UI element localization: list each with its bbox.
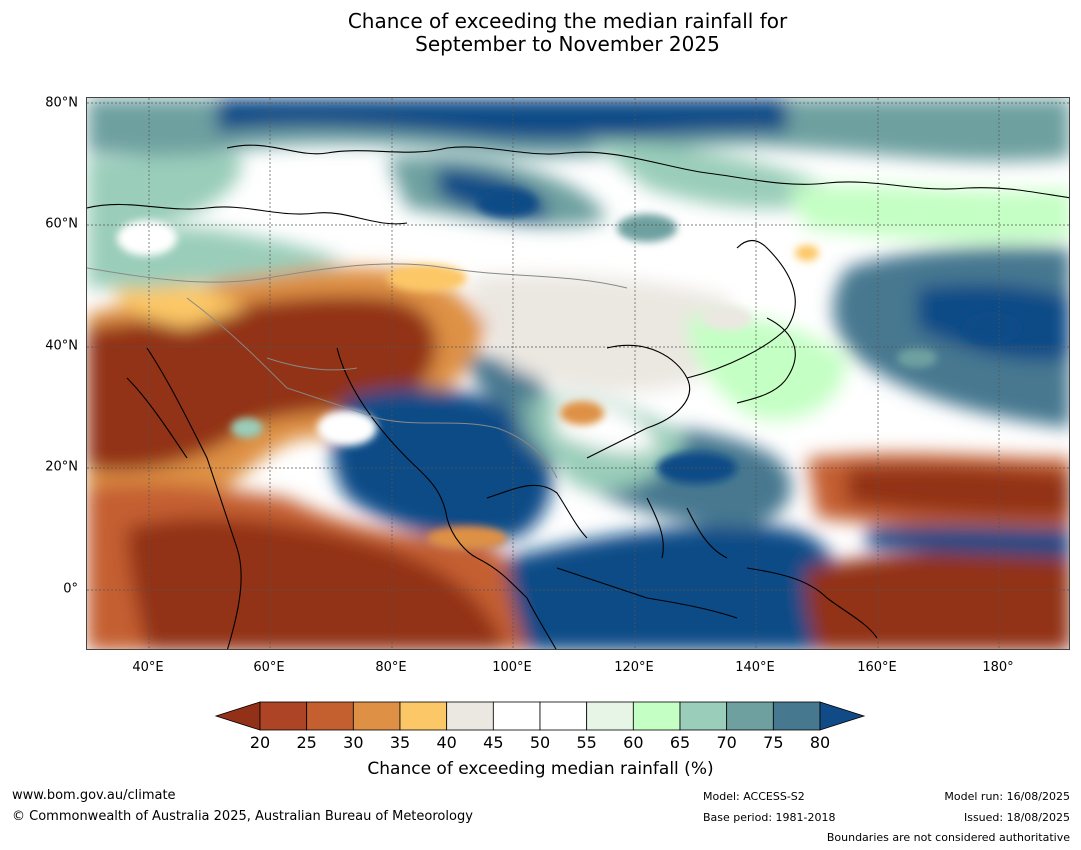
colorbar-segment — [399, 701, 448, 731]
colorbar-tick-label: 55 — [576, 733, 597, 752]
colorbar-label: Chance of exceeding median rainfall (%) — [367, 759, 714, 779]
map-title: Chance of exceeding the median rainfall … — [0, 10, 1081, 56]
lat-label-20n: 20°N — [45, 459, 78, 475]
colorbar-segment — [539, 701, 588, 731]
model-run-date: Model run: 16/08/2025 — [944, 790, 1070, 803]
colorbar-high-extension — [819, 701, 866, 731]
title-line-2: September to November 2025 — [415, 32, 720, 56]
colorbar-tick-label: 65 — [669, 733, 691, 752]
graticule — [87, 98, 1069, 649]
colorbar-segment — [352, 701, 401, 731]
map-canvas — [87, 98, 1069, 649]
lon-label-160e: 160°E — [857, 660, 897, 675]
lat-label-80n: 80°N — [45, 95, 78, 111]
copyright-text: © Commonwealth of Australia 2025, Austra… — [12, 809, 473, 824]
colorbar-tick-label: 20 — [249, 733, 271, 752]
colorbar-segment — [679, 701, 728, 731]
title-line-1: Chance of exceeding the median rainfall … — [347, 9, 788, 33]
lat-label-40n: 40°N — [45, 338, 78, 354]
probability-patches — [117, 189, 1022, 550]
lon-label-60e: 60°E — [253, 660, 285, 675]
lat-label-60n: 60°N — [45, 216, 78, 232]
political-boundaries — [87, 263, 628, 479]
colorbar-tick-label: 25 — [296, 733, 317, 752]
colorbar-segment — [586, 701, 634, 731]
colorbar-segment — [772, 701, 821, 731]
colorbar-tick-label: 30 — [343, 733, 364, 752]
lat-label-0: 0° — [63, 581, 78, 597]
colorbar-segment — [446, 701, 494, 731]
lon-label-100e: 100°E — [492, 660, 532, 675]
colorbar-segment — [726, 701, 774, 731]
model-name: Model: ACCESS-S2 — [703, 790, 805, 803]
colorbar-tick-label: 60 — [623, 733, 644, 752]
colorbar-segment — [259, 701, 308, 731]
coastlines — [87, 144, 1069, 649]
colorbar-segment — [306, 701, 354, 731]
issued-date: Issued: 18/08/2025 — [963, 811, 1070, 824]
lon-label-80e: 80°E — [375, 660, 407, 675]
website-link[interactable]: www.bom.gov.au/climate — [12, 788, 176, 803]
colorbar-segment — [632, 701, 681, 731]
colorbar — [214, 701, 866, 731]
lon-label-40e: 40°E — [132, 660, 164, 675]
probability-fields — [87, 98, 1069, 649]
colorbar-segment — [492, 701, 541, 731]
colorbar-tick-label: 35 — [389, 733, 411, 752]
colorbar-tick-label: 40 — [436, 733, 457, 752]
boundary-disclaimer: Boundaries are not considered authoritat… — [826, 831, 1070, 844]
lon-label-180: 180° — [982, 660, 1014, 675]
colorbar-tick-label: 50 — [529, 733, 551, 752]
lon-label-120e: 120°E — [614, 660, 654, 675]
rainfall-map — [86, 97, 1070, 650]
colorbar-low-extension — [214, 701, 261, 731]
colorbar-tick-label: 45 — [483, 733, 504, 752]
base-period: Base period: 1981-2018 — [703, 811, 836, 824]
colorbar-tick-label: 70 — [716, 733, 737, 752]
lon-label-140e: 140°E — [735, 660, 775, 675]
colorbar-tick-label: 75 — [763, 733, 784, 752]
colorbar-tick-label: 80 — [809, 733, 831, 752]
